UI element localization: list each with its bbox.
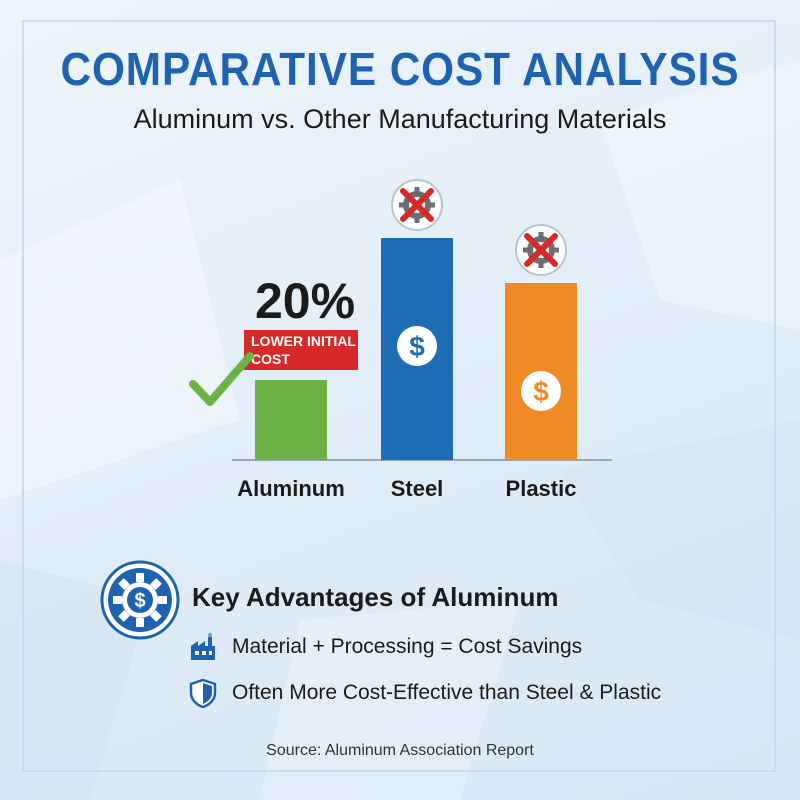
- shield-icon: [189, 678, 217, 708]
- crossed-gear-icon: [391, 179, 443, 231]
- svg-text:$: $: [409, 331, 425, 362]
- check-icon: [189, 352, 254, 406]
- svg-text:$: $: [533, 376, 549, 407]
- category-label: Plastic: [506, 476, 577, 501]
- gear-dollar-icon: $: [100, 560, 180, 640]
- crossed-gear-icon: [515, 224, 567, 276]
- advantage-text: Material + Processing = Cost Savings: [232, 635, 583, 658]
- lower-cost-badge: LOWER INITIAL COST: [244, 330, 358, 370]
- page-title: COMPARATIVE COST ANALYSIS: [60, 43, 740, 95]
- svg-text:COST: COST: [251, 351, 290, 367]
- advantages-title: Key Advantages of Aluminum: [192, 582, 559, 612]
- svg-text:$: $: [134, 590, 145, 612]
- border-frame: [22, 20, 776, 772]
- source-note: Source: Aluminum Association Report: [266, 742, 534, 759]
- advantage-item: Material + Processing = Cost Savings: [188, 632, 582, 662]
- key-advantages-section: $ Key Advantages of Aluminum Material + …: [100, 560, 720, 720]
- bar-aluminum: [255, 380, 327, 460]
- category-label: Aluminum: [237, 476, 345, 501]
- highlight-percentage: 20%: [255, 273, 355, 329]
- dollar-icon: $: [397, 326, 437, 366]
- advantage-text: Often More Cost-Effective than Steel & P…: [232, 681, 662, 704]
- advantage-item: Often More Cost-Effective than Steel & P…: [188, 678, 661, 708]
- factory-icon: [191, 633, 215, 660]
- dollar-icon: $: [521, 371, 561, 411]
- category-label: Steel: [391, 476, 444, 501]
- page-subtitle: Aluminum vs. Other Manufacturing Materia…: [133, 104, 667, 134]
- svg-text:LOWER INITIAL: LOWER INITIAL: [251, 333, 356, 349]
